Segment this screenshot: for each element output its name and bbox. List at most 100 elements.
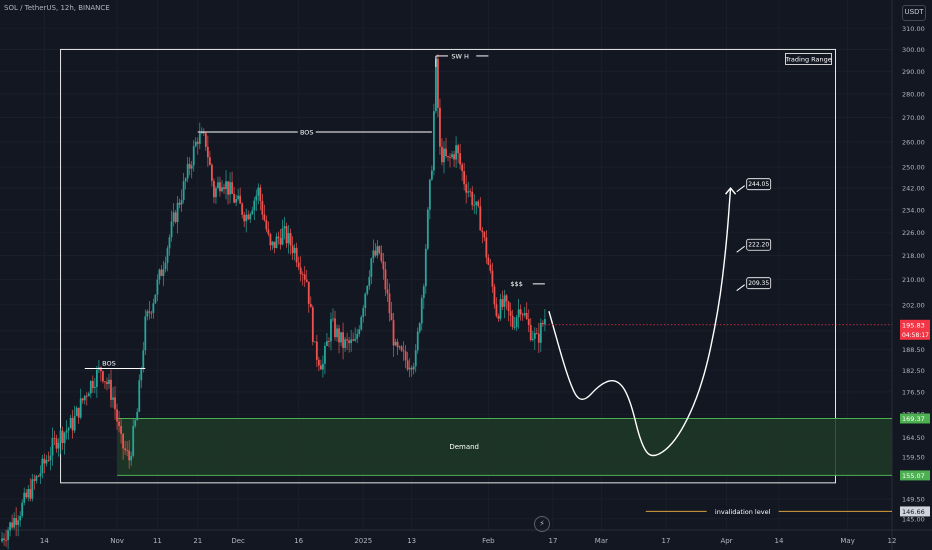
candle-body	[251, 210, 254, 215]
candle-body	[475, 201, 478, 205]
candle-body	[81, 398, 84, 401]
candle-body	[453, 154, 455, 160]
candle-body	[505, 295, 508, 302]
candle-body	[531, 338, 534, 341]
candle-body	[523, 313, 526, 316]
y-tick-label: 145.00	[902, 515, 925, 523]
candle-body	[317, 359, 320, 366]
candle-body	[418, 323, 421, 332]
x-tick-label: 17	[662, 537, 671, 545]
candle-body	[245, 214, 248, 222]
candle-body	[305, 279, 308, 282]
candle-body	[465, 184, 468, 193]
candle-body	[257, 187, 260, 196]
candle-body	[225, 181, 227, 190]
invalidation-label-bg	[706, 506, 779, 517]
candle-body	[404, 351, 407, 361]
candle-body	[146, 311, 149, 317]
candle-body	[410, 367, 413, 370]
candle-body	[485, 237, 488, 258]
candle-body	[313, 341, 316, 343]
candle-body	[279, 238, 282, 245]
candle-body	[289, 233, 292, 246]
candle-body	[67, 428, 70, 431]
y-tick-label: 234.00	[902, 206, 925, 214]
candle-body	[303, 274, 306, 280]
candle-body	[249, 214, 252, 220]
y-tick-label: 218.00	[902, 252, 925, 260]
candle-body	[445, 148, 447, 157]
liquidity-label: $$$	[510, 280, 522, 288]
candle-body	[213, 180, 215, 198]
candle-body	[398, 346, 401, 348]
candle-body	[25, 492, 28, 498]
candle-body	[87, 393, 90, 397]
candle-body	[130, 455, 133, 461]
candle-body	[336, 328, 338, 338]
x-tick-label: 11	[153, 537, 162, 545]
candle-body	[188, 163, 191, 169]
candle-body	[95, 369, 98, 387]
candle-body	[3, 538, 5, 540]
candle-body	[293, 247, 296, 254]
candle-body	[71, 418, 74, 431]
trading-range-label: Trading Range	[784, 55, 832, 63]
target-box	[746, 178, 772, 191]
candle-body	[227, 181, 229, 195]
x-tick-label: May	[840, 537, 854, 545]
candle-body	[190, 165, 193, 169]
candle-body	[166, 248, 169, 263]
x-tick-label: Dec	[231, 537, 245, 545]
candle-body	[47, 460, 50, 462]
candle-body	[348, 340, 351, 344]
candle-body	[93, 386, 96, 389]
candle-body	[57, 442, 60, 449]
candle-body	[194, 141, 197, 147]
candle-body	[471, 191, 474, 206]
candle-body	[112, 397, 114, 400]
candle-body	[394, 341, 397, 346]
candle-body	[176, 202, 179, 223]
candle-body	[217, 182, 219, 189]
candle-body	[269, 234, 272, 246]
candle-body	[164, 262, 167, 270]
candle-body	[344, 339, 346, 348]
candle-body	[271, 241, 274, 246]
y-tick-label: 188.50	[902, 346, 925, 354]
candle-body	[277, 236, 280, 239]
candle-body	[79, 398, 82, 418]
candle-body	[467, 191, 470, 193]
candle-body	[447, 156, 449, 158]
candle-body	[368, 276, 371, 286]
candle-body	[142, 350, 145, 369]
candle-body	[388, 293, 391, 314]
candle-body	[422, 286, 425, 299]
candle-body	[489, 264, 492, 271]
candle-body	[5, 539, 7, 541]
trading-range-label-box	[785, 53, 832, 65]
candle-body	[424, 248, 427, 287]
candle-body	[451, 154, 453, 158]
candle-body	[253, 200, 256, 211]
candle-body	[527, 318, 530, 326]
candle-body	[202, 132, 205, 134]
candle-body	[412, 366, 415, 370]
candle-body	[487, 257, 490, 265]
target-pointer	[736, 245, 745, 253]
candle-body	[241, 203, 244, 215]
candle-body	[414, 350, 417, 367]
candle-body	[360, 316, 363, 330]
candle-body	[507, 301, 510, 312]
candle-body	[19, 515, 22, 521]
lightning-icon[interactable]: ⚡	[534, 516, 550, 532]
candle-body	[275, 236, 278, 249]
currency-button[interactable]: USDT	[902, 5, 926, 21]
candle-body	[330, 319, 332, 342]
y-tick-label: 164.50	[902, 434, 925, 442]
candle-body	[469, 191, 472, 193]
candle-body	[178, 202, 181, 205]
candle-body	[358, 329, 361, 334]
candle-body	[106, 381, 108, 384]
candle-body	[152, 303, 155, 313]
